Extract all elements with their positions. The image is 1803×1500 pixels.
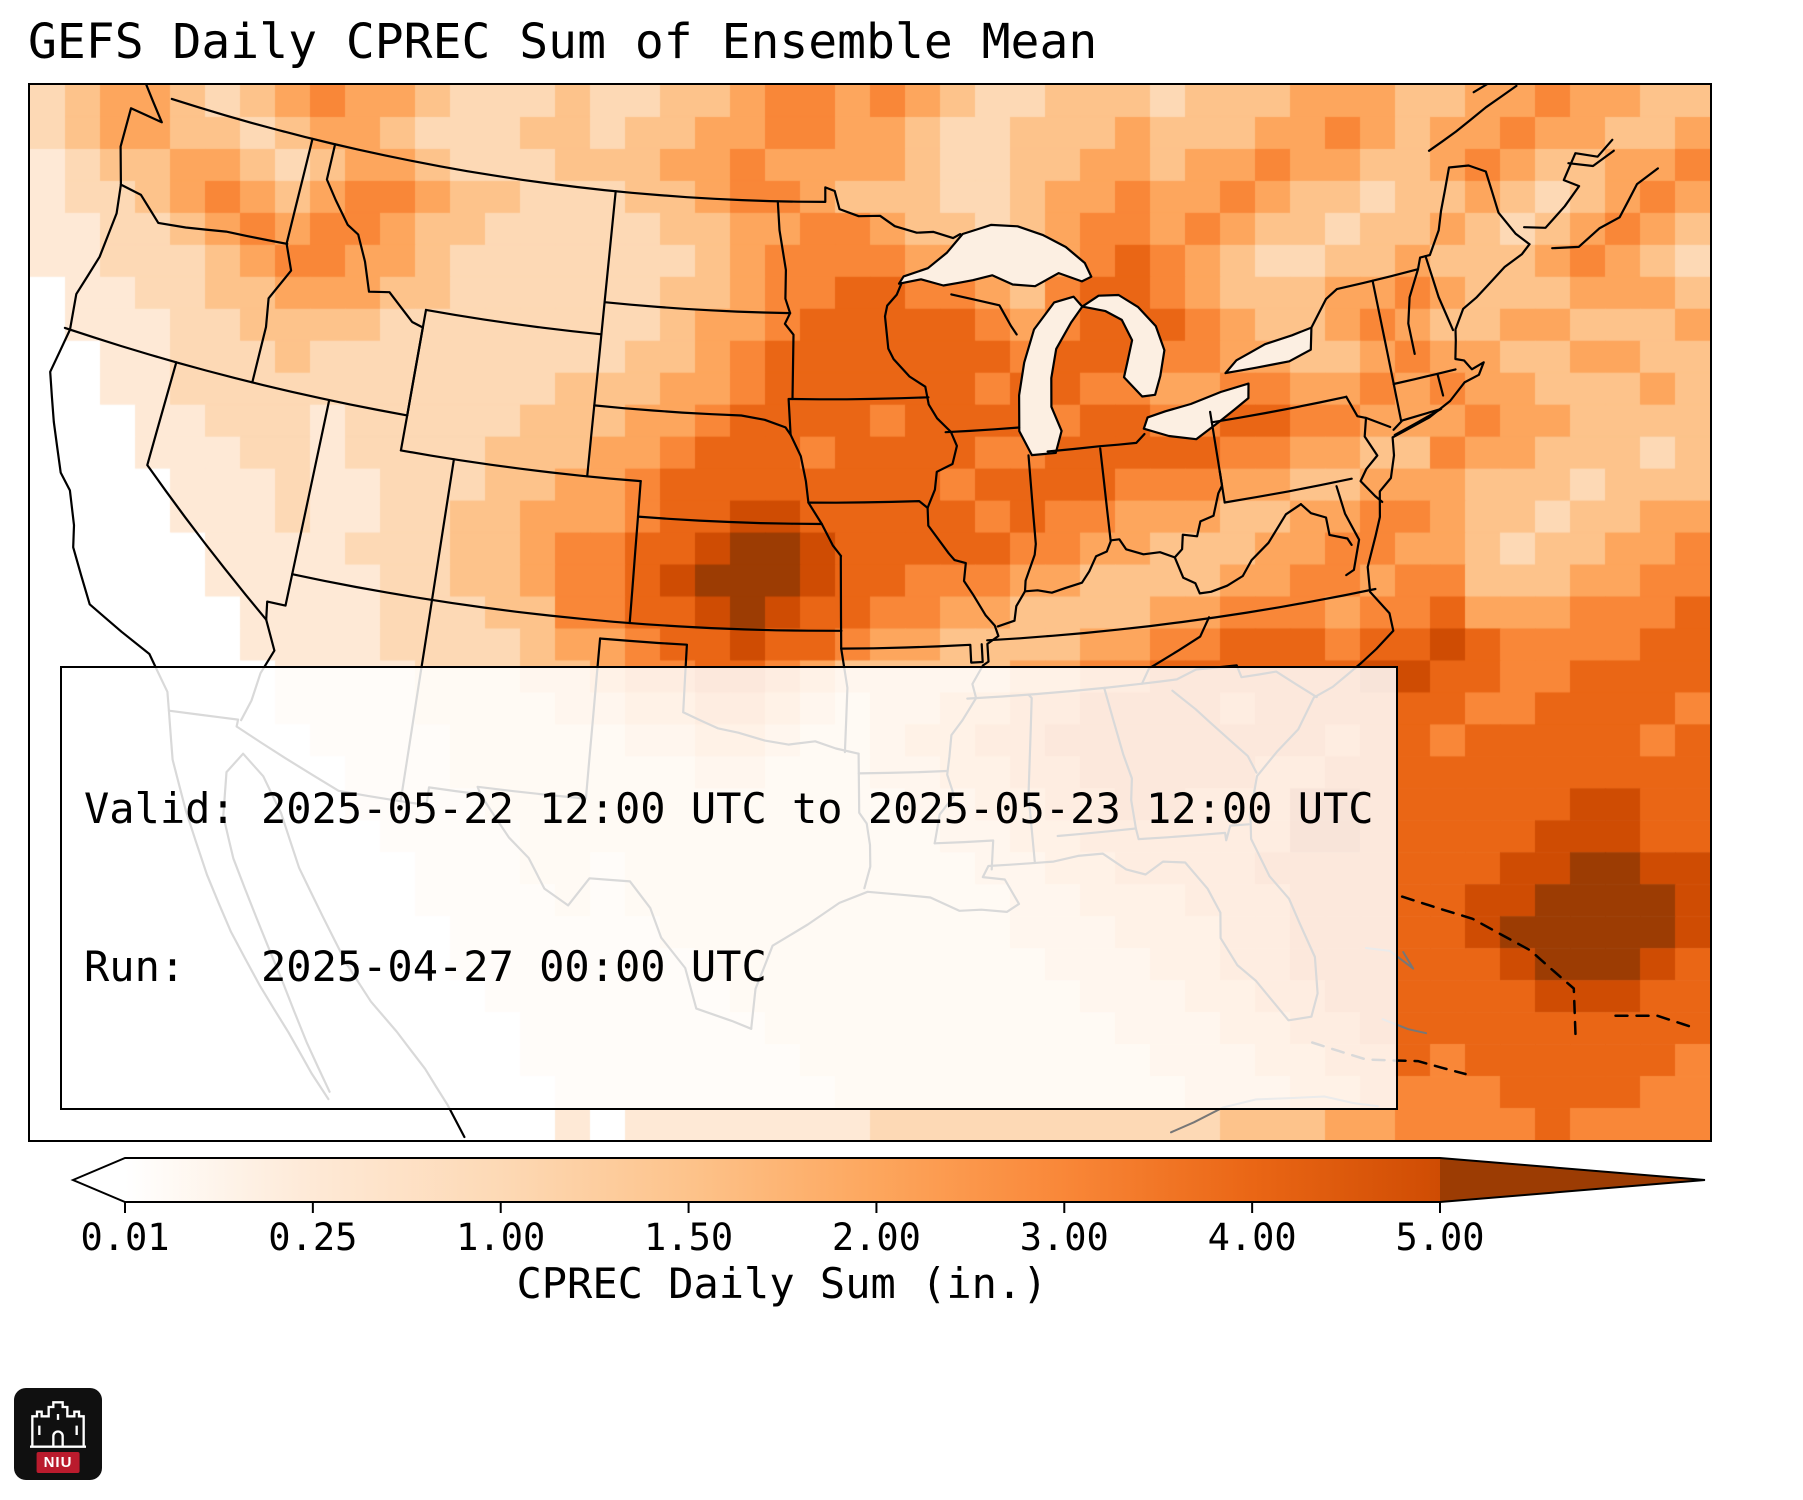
- niu-banner: NIU: [36, 1452, 80, 1473]
- state-border-line: [63, 326, 409, 417]
- state-border-line: [399, 449, 642, 483]
- state-border-line: [424, 308, 603, 336]
- state-border-line: [1335, 485, 1361, 577]
- colorbar-tick-label: 0.25: [268, 1216, 357, 1259]
- state-border-line: [1310, 164, 1531, 329]
- colorbar-tick-label: 2.00: [832, 1216, 921, 1259]
- state-border-line: [986, 587, 1377, 642]
- state-border-line: [1551, 167, 1659, 250]
- state-border-line: [1567, 149, 1615, 168]
- state-border-line: [603, 301, 792, 315]
- lake-outline: [897, 223, 1093, 288]
- state-border-line: [840, 643, 984, 664]
- state-border-line: [1392, 407, 1443, 437]
- state-border-line: [807, 500, 929, 509]
- state-border-line: [1345, 395, 1384, 503]
- state-border-line: [1392, 368, 1457, 386]
- lake-outline: [1081, 293, 1166, 398]
- state-border-line: [291, 399, 331, 576]
- niu-logo: NIU: [14, 1388, 102, 1480]
- colorbar-gradient-bar: [125, 1158, 1440, 1202]
- state-border-line: [251, 242, 293, 384]
- valid-time-text: Valid: 2025-05-22 12:00 UTC to 2025-05-2…: [84, 784, 1374, 833]
- state-border-line: [1424, 255, 1455, 332]
- state-border-line: [776, 200, 792, 315]
- state-border-line: [636, 515, 823, 526]
- state-border-line: [146, 361, 268, 621]
- state-border-line: [1472, 85, 1488, 94]
- state-border-line: [285, 137, 314, 245]
- state-border-line: [996, 470, 1224, 628]
- state-border-line: [1427, 85, 1518, 152]
- state-border-line: [291, 573, 843, 632]
- state-border-line: [1407, 268, 1420, 355]
- colorbar-over-arrow: [1440, 1158, 1705, 1202]
- state-border-line: [170, 97, 962, 240]
- lake-outline: [1018, 295, 1084, 457]
- castle-icon: [30, 1401, 86, 1448]
- lake-outline: [1224, 326, 1313, 375]
- dashed-contour: [1400, 895, 1577, 1039]
- state-border-line: [950, 293, 1018, 336]
- state-border-line: [1523, 138, 1614, 229]
- state-border-line: [1210, 395, 1348, 424]
- colorbar-tick-label: 1.50: [644, 1216, 733, 1259]
- state-border-line: [1364, 416, 1392, 429]
- state-border-line: [791, 396, 930, 401]
- dashed-contour: [1614, 1014, 1691, 1028]
- state-border-line: [1023, 454, 1037, 593]
- colorbar-tick-label: 1.00: [456, 1216, 545, 1259]
- state-border-line: [944, 426, 1021, 434]
- colorbar-tick-label: 0.01: [80, 1216, 169, 1259]
- precip-map: Valid: 2025-05-22 12:00 UTC to 2025-05-2…: [28, 83, 1712, 1142]
- state-border-line: [1436, 373, 1445, 397]
- state-border-line: [628, 480, 642, 625]
- colorbar-under-arrow: [73, 1158, 125, 1202]
- page-title: GEFS Daily CPREC Sum of Ensemble Mean: [28, 14, 1098, 70]
- run-time-text: Run: 2025-04-27 00:00 UTC: [84, 941, 767, 991]
- state-border-line: [1299, 503, 1353, 546]
- lake-outline: [1142, 382, 1250, 441]
- state-border-line: [586, 190, 617, 478]
- colorbar-tick-label: 3.00: [1020, 1216, 1109, 1259]
- valid-run-info-box: Valid: 2025-05-22 12:00 UTC to 2025-05-2…: [60, 666, 1398, 1110]
- state-border-line: [1209, 410, 1226, 504]
- colorbar: 0.01 0.25 1.00 1.50 2.00 3.00 4.00 5.00 CPREC D…: [70, 1157, 1706, 1308]
- colorbar-tick-label: 5.00: [1395, 1216, 1484, 1259]
- colorbar-tick-label: 4.00: [1208, 1216, 1297, 1259]
- state-border-line: [1173, 503, 1302, 595]
- state-border-line: [119, 183, 289, 245]
- state-border-line: [1223, 477, 1353, 504]
- state-border-line: [783, 312, 843, 558]
- state-border-line: [1046, 432, 1146, 453]
- state-border-line: [325, 143, 424, 417]
- state-border-line: [883, 282, 903, 318]
- state-border-line: [1099, 447, 1112, 542]
- state-border-line: [1371, 279, 1403, 422]
- state-border-line: [593, 404, 792, 436]
- niu-banner-text: NIU: [43, 1454, 73, 1471]
- colorbar-label: CPREC Daily Sum (in.): [516, 1259, 1047, 1308]
